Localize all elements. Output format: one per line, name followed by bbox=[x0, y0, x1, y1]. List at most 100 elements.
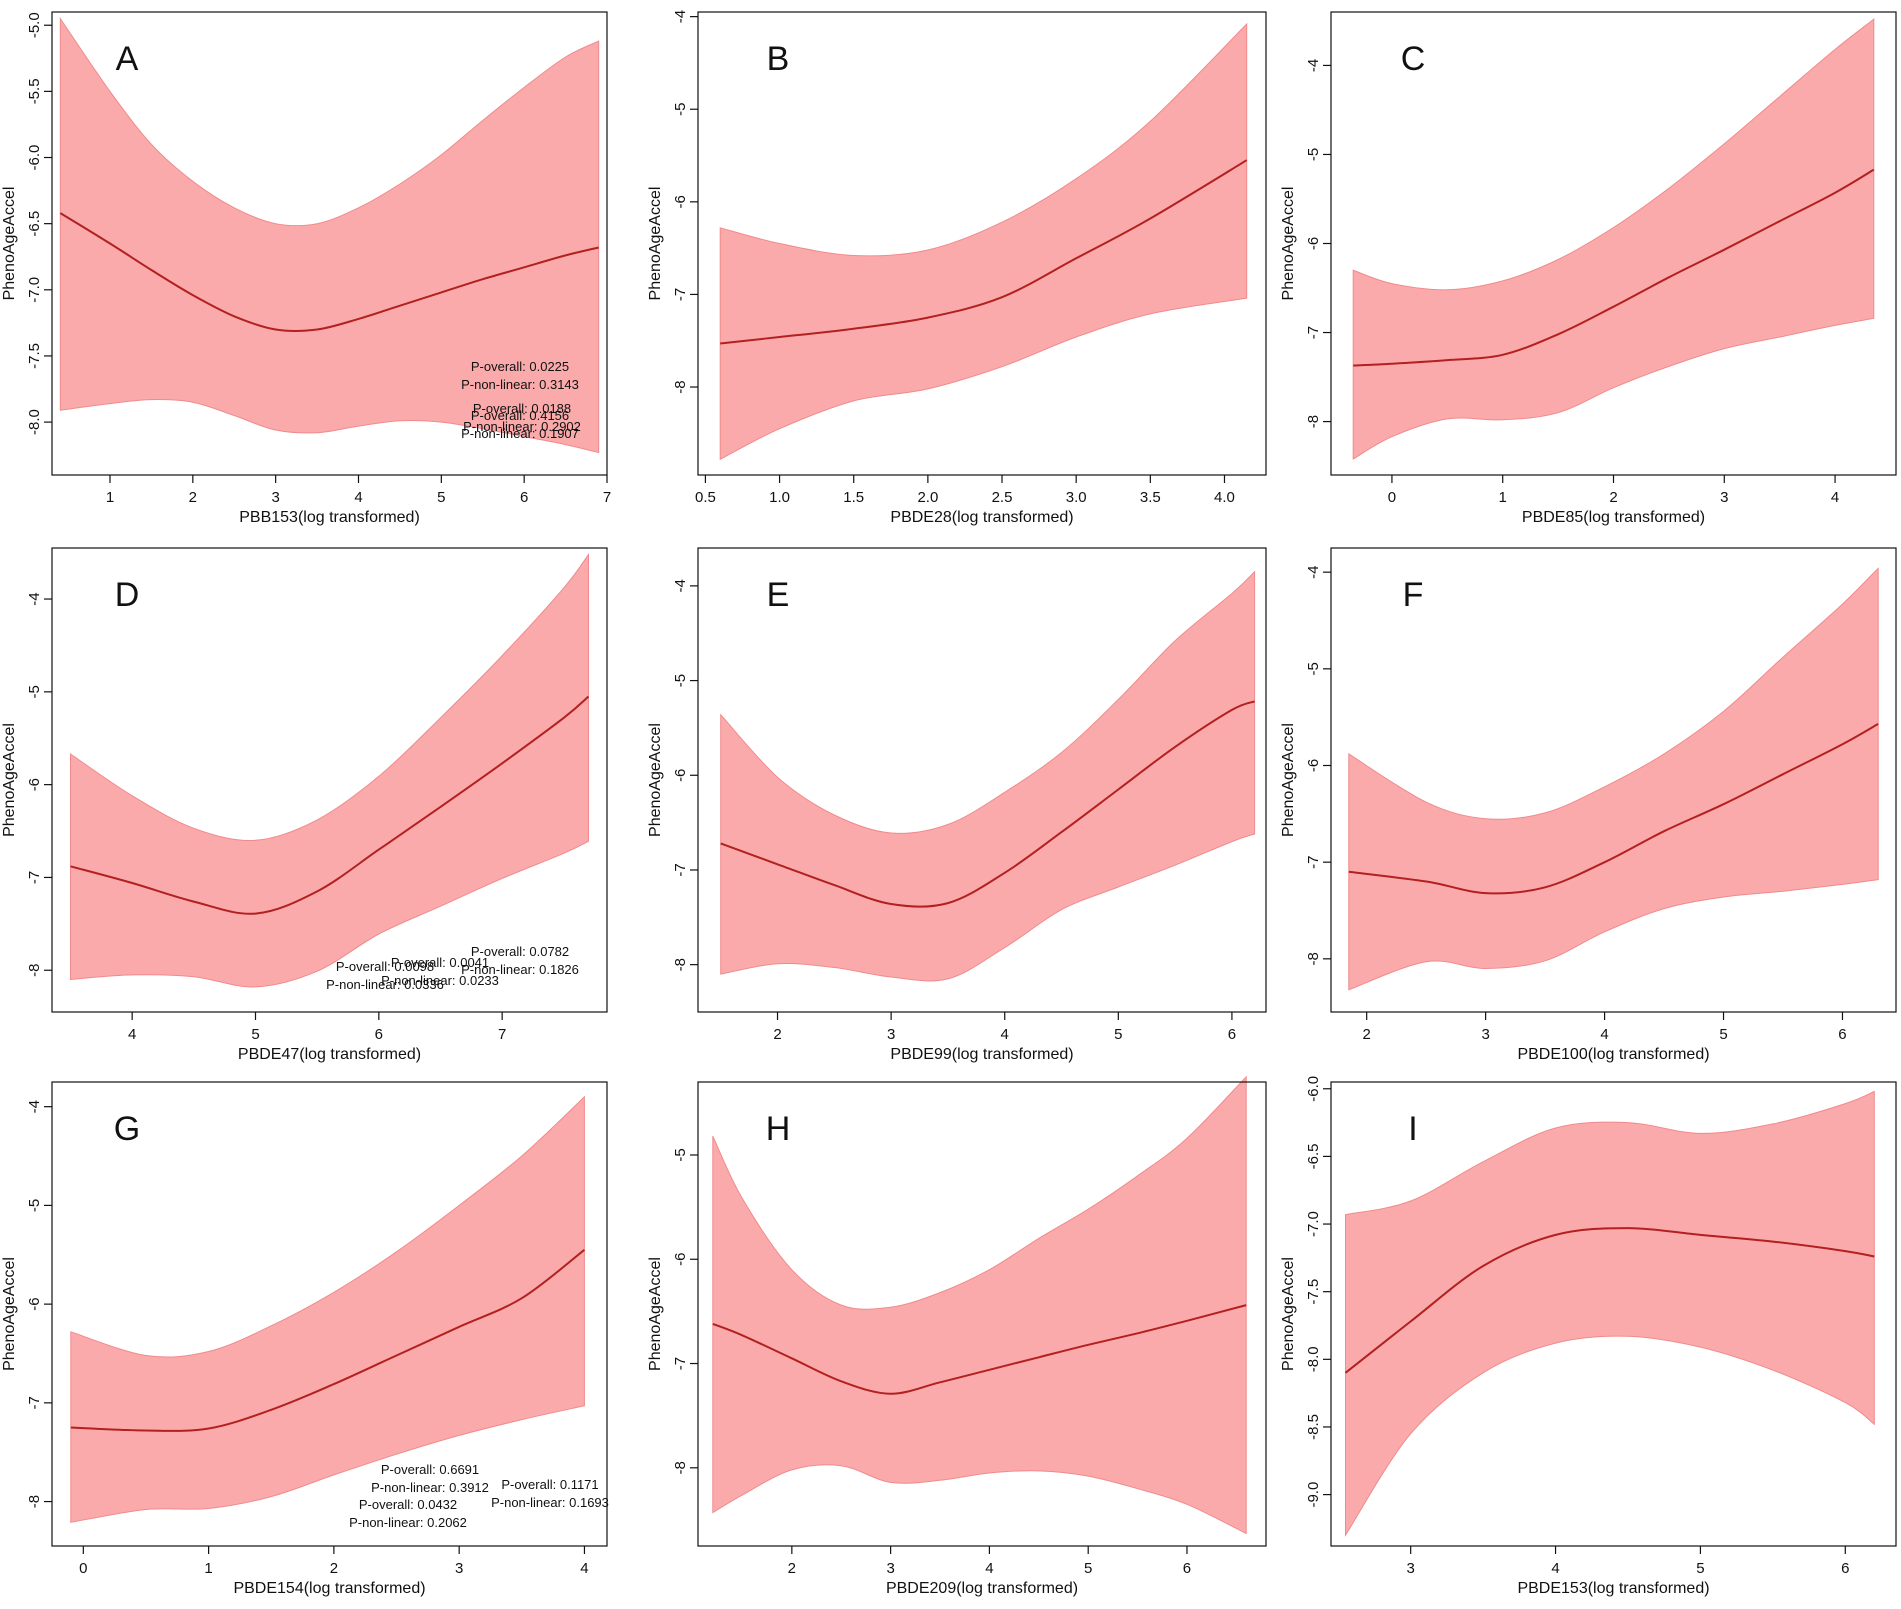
y-tick-label: -5 bbox=[1305, 148, 1322, 161]
confidence-band bbox=[1352, 18, 1875, 460]
x-tick-label: 2.0 bbox=[917, 489, 938, 506]
x-tick-label: 0 bbox=[1388, 489, 1396, 506]
x-tick-label: 5 bbox=[437, 489, 445, 506]
plot-frame bbox=[1330, 547, 1897, 1013]
p-nonlinear-label: P-non-linear: 0.3912 bbox=[371, 1480, 489, 1495]
p-overall-label: P-overall: 0.4156 bbox=[471, 408, 569, 423]
x-tick-label: 4 bbox=[1600, 1026, 1608, 1043]
plot-frame bbox=[51, 11, 608, 476]
y-tick-label: -7 bbox=[672, 288, 689, 301]
x-tick-label: 3 bbox=[1720, 489, 1728, 506]
x-tick-label: 2 bbox=[1609, 489, 1617, 506]
y-tick-label: -8 bbox=[672, 1461, 689, 1474]
x-tick-label: 1 bbox=[106, 489, 114, 506]
x-axis-label: PBDE28(log transformed) bbox=[890, 509, 1073, 526]
x-tick-label: 3.5 bbox=[1140, 489, 1161, 506]
x-tick-label: 4 bbox=[580, 1560, 588, 1577]
y-axis-label: PhenoAgeAccel bbox=[1280, 1257, 1297, 1371]
panel-letter: A bbox=[116, 40, 139, 78]
fit-line bbox=[70, 695, 590, 915]
y-tick-label: -7.5 bbox=[1305, 1279, 1322, 1305]
x-tick-label: 4 bbox=[1001, 1026, 1009, 1043]
x-tick-label: 1.0 bbox=[769, 489, 790, 506]
y-tick-label: -5 bbox=[672, 674, 689, 687]
confidence-band bbox=[59, 16, 600, 454]
panel-c: 0 1 2 3 4 -8 -7 -6 -5 -4 PBDE85(log transformed) Ph… bbox=[463, 11, 1897, 526]
panel-f: 2 3 4 5 6 -8 -7 -6 -5 -4 PBDE100(log transformed) P… bbox=[461, 547, 1897, 1063]
confidence-band bbox=[1345, 1090, 1875, 1537]
x-tick-label: 2.5 bbox=[992, 489, 1013, 506]
x-tick-label: 0 bbox=[79, 1560, 87, 1577]
y-axis-label: PhenoAgeAccel bbox=[1, 1257, 18, 1371]
y-tick-label: -8 bbox=[26, 964, 43, 977]
y-tick-label: -5 bbox=[1305, 662, 1322, 675]
y-tick-label: -6 bbox=[672, 195, 689, 208]
y-tick-label: -6 bbox=[26, 778, 43, 791]
y-tick-label: -6.5 bbox=[1305, 1143, 1322, 1169]
x-axis-label: PBDE154(log transformed) bbox=[233, 1580, 425, 1597]
y-tick-label: -6.5 bbox=[26, 211, 43, 237]
x-tick-label: 2 bbox=[189, 489, 197, 506]
y-tick-label: -4 bbox=[672, 579, 689, 592]
x-tick-label: 4 bbox=[1551, 1560, 1559, 1577]
y-tick-label: -4 bbox=[672, 10, 689, 23]
p-nonlinear-label: P-non-linear: 0.3143 bbox=[461, 377, 579, 392]
panel-letter: C bbox=[1401, 40, 1426, 78]
x-tick-label: 4.0 bbox=[1214, 489, 1235, 506]
p-nonlinear-label: P-non-linear: 0.1907 bbox=[461, 426, 579, 441]
x-axis-label: PBDE100(log transformed) bbox=[1517, 1046, 1709, 1063]
x-tick-label: 1 bbox=[1499, 489, 1507, 506]
p-overall-label: P-overall: 0.1171 bbox=[501, 1477, 598, 1492]
confidence-band bbox=[720, 570, 1256, 982]
fit-line bbox=[712, 1304, 1247, 1395]
plot-frame bbox=[1330, 1081, 1897, 1547]
x-tick-label: 6 bbox=[1228, 1026, 1236, 1043]
x-tick-label: 4 bbox=[985, 1560, 993, 1577]
panel-letter: B bbox=[767, 40, 790, 78]
fit-line bbox=[1344, 1227, 1875, 1374]
p-nonlinear-label: P-non-linear: 0.2062 bbox=[349, 1515, 467, 1530]
x-axis-label: PBDE99(log transformed) bbox=[890, 1046, 1073, 1063]
p-overall-label: P-overall: 0.0041 bbox=[391, 955, 489, 970]
y-tick-label: -8 bbox=[1305, 415, 1322, 428]
panel-letter: D bbox=[115, 576, 140, 614]
y-tick-label: -4 bbox=[26, 592, 43, 605]
y-tick-label: -9.0 bbox=[1305, 1482, 1322, 1508]
y-tick-label: -8 bbox=[26, 1495, 43, 1508]
x-tick-label: 0.5 bbox=[695, 489, 716, 506]
panel-h: 2 3 4 5 6 -8 -7 -6 -5 PBDE209(log transformed) Phe… bbox=[371, 1075, 1267, 1597]
panel-d: 4 5 6 7 -8 -7 -6 -5 -4 PBDE47(log transformed) Phe… bbox=[1, 547, 608, 1063]
y-axis-label: PhenoAgeAccel bbox=[1, 187, 18, 301]
x-tick-label: 5 bbox=[1114, 1026, 1122, 1043]
plot-frame bbox=[697, 547, 1267, 1013]
x-tick-label: 3 bbox=[886, 1560, 894, 1577]
y-axis-label: PhenoAgeAccel bbox=[647, 723, 664, 837]
y-tick-label: -7.0 bbox=[26, 277, 43, 303]
x-tick-label: 1 bbox=[204, 1560, 212, 1577]
p-nonlinear-label: P-non-linear: 0.1826 bbox=[461, 962, 579, 977]
p-nonlinear-label: P-non-linear: 0.1693 bbox=[491, 1495, 609, 1510]
x-axis-label: PBDE85(log transformed) bbox=[1522, 509, 1705, 526]
x-tick-label: 3 bbox=[1407, 1560, 1415, 1577]
y-axis-label: PhenoAgeAccel bbox=[647, 1257, 664, 1371]
y-tick-label: -7 bbox=[26, 1396, 43, 1409]
p-nonlinear-label: P-non-linear: 0.0336 bbox=[326, 977, 444, 992]
x-axis-label: PBB153(log transformed) bbox=[239, 509, 420, 526]
p-overall-label: P-overall: 0.0098 bbox=[336, 959, 434, 974]
y-tick-label: -6.0 bbox=[1305, 1076, 1322, 1102]
y-tick-label: -7 bbox=[672, 863, 689, 876]
panel-letter: I bbox=[1408, 1110, 1417, 1148]
y-tick-label: -7 bbox=[1305, 855, 1322, 868]
panel-letter: F bbox=[1403, 576, 1424, 614]
fit-line bbox=[720, 700, 1255, 908]
panel-g: 0 1 2 3 4 -8 -7 -6 -5 -4 PBDE154(log transformed) P… bbox=[1, 1081, 608, 1597]
y-tick-label: -7 bbox=[26, 871, 43, 884]
y-tick-label: -6 bbox=[1305, 759, 1322, 772]
panel-i: 3 4 5 6 -9.0 -8.5 -8.0 -7.5 -7.0 -6.5 -6.0 PBDE153(… bbox=[491, 1076, 1897, 1597]
panel-e: 2 3 4 5 6 -8 -7 -6 -5 -4 PBDE99(log transformed) Ph… bbox=[381, 547, 1267, 1063]
panel-letter: G bbox=[114, 1110, 140, 1148]
p-overall-label: P-overall: 0.0432 bbox=[359, 1497, 457, 1512]
y-tick-label: -6 bbox=[672, 1253, 689, 1266]
y-tick-label: -8 bbox=[1305, 952, 1322, 965]
y-tick-label: -5.0 bbox=[26, 12, 43, 38]
